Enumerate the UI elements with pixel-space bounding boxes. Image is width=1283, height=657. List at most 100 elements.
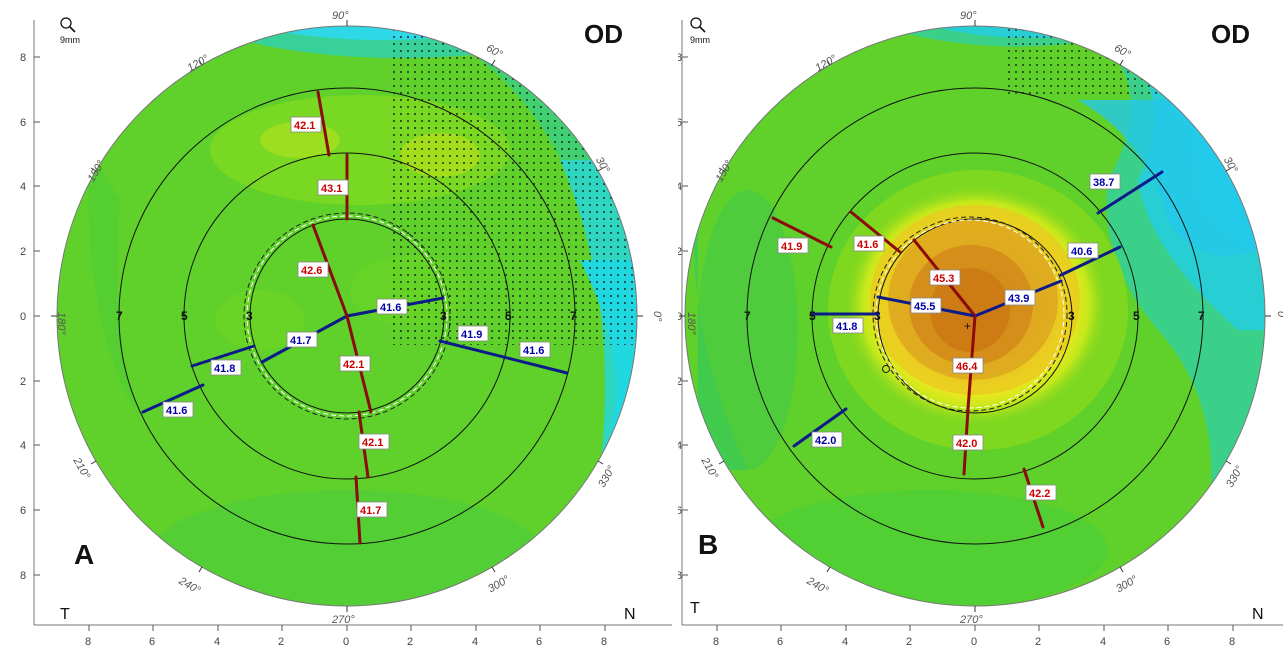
x-tick-label: 6 <box>536 636 542 648</box>
measurement-label: 41.7 <box>356 501 388 518</box>
measurement-label: 41.8 <box>832 317 864 334</box>
x-tick-label: 4 <box>1100 636 1106 648</box>
eye-label: OD <box>1211 19 1250 49</box>
measurement-label: 45.5 <box>910 297 942 314</box>
apex-marker-icon: + <box>964 319 971 333</box>
svg-text:42.6: 42.6 <box>301 265 322 277</box>
svg-text:41.7: 41.7 <box>290 335 311 347</box>
measurement-label: 42.1 <box>290 116 322 133</box>
measurement-label: 41.6 <box>853 235 885 252</box>
measurement-label: 42.0 <box>952 434 984 451</box>
pupil-center-icon <box>882 365 890 373</box>
y-tick-label: 4 <box>20 440 26 452</box>
svg-text:42.0: 42.0 <box>956 438 977 450</box>
x-tick-label: 0 <box>971 636 977 648</box>
zone-ring-7mm <box>746 87 1204 545</box>
y-tick-label: 4 <box>20 181 26 193</box>
measurement-label: 42.6 <box>297 261 329 278</box>
y-tick-label: 0 <box>678 311 682 323</box>
svg-text:38.7: 38.7 <box>1093 177 1114 189</box>
degree-label: 300° <box>486 573 512 595</box>
color-map-b <box>685 26 1265 606</box>
zone-ring-5mm <box>183 152 511 480</box>
x-tick-label: 8 <box>713 636 719 648</box>
panel-label: B <box>698 529 718 560</box>
eye-label: OD <box>584 19 623 49</box>
x-tick-label: 2 <box>1035 636 1041 648</box>
nasal-label: N <box>1252 606 1264 623</box>
x-tick-label: 0 <box>343 636 349 648</box>
topography-map-b: 8 6 4 2 0 2 4 6 8 8 6 4 2 0 2 4 6 8 <box>676 0 1283 657</box>
x-tick-label: 4 <box>842 636 848 648</box>
measurement-label: 42.1 <box>358 433 390 450</box>
measurement-label: 42.0 <box>811 431 843 448</box>
degree-label: 240° <box>176 575 203 598</box>
degree-label: 210° <box>698 455 721 482</box>
x-axis-ticks: 8 6 4 2 0 2 4 6 8 <box>85 625 607 648</box>
x-tick-label: 8 <box>601 636 607 648</box>
degree-label: 90° <box>960 10 977 22</box>
degree-label: 330° <box>596 463 618 489</box>
pupil-ring-inner <box>246 215 448 417</box>
measurement-label: 43.1 <box>317 179 349 196</box>
degree-label: 300° <box>1114 573 1140 595</box>
zone-ring-7mm <box>118 87 576 545</box>
y-tick-label: 8 <box>20 52 26 64</box>
y-tick-label: 2 <box>20 376 26 388</box>
magnifier-scale-label: 9mm <box>690 35 710 45</box>
zone-number: 5 <box>1133 309 1140 323</box>
x-tick-label: 4 <box>472 636 478 648</box>
y-tick-label: 8 <box>678 52 682 64</box>
measurement-label: 41.8 <box>210 359 242 376</box>
x-tick-label: 6 <box>777 636 783 648</box>
y-tick-label: 8 <box>20 570 26 582</box>
zone-number: 7 <box>570 309 577 323</box>
topography-map-a: 8 6 4 2 0 2 4 6 8 8 6 4 2 0 2 4 6 8 <box>20 10 672 648</box>
color-map-a <box>57 26 637 606</box>
y-tick-label: 2 <box>20 246 26 258</box>
svg-text:45.3: 45.3 <box>933 273 954 285</box>
measurement-label: 41.6 <box>519 341 551 358</box>
zone-ring-3mm <box>877 218 1073 414</box>
temporal-label: T <box>60 606 70 623</box>
y-axis-ticks: 8 6 4 2 0 2 4 6 8 <box>676 52 688 582</box>
magnifier-scale-label: 9mm <box>60 35 80 45</box>
zone-number: 3 <box>246 309 253 323</box>
pupil-ring-inner <box>875 219 1065 409</box>
x-tick-label: 2 <box>278 636 284 648</box>
y-axis-ticks: 8 6 4 2 0 2 4 6 8 <box>20 52 40 582</box>
y-tick-label: 6 <box>678 505 682 517</box>
zone-number: 3 <box>1068 309 1075 323</box>
x-tick-label: 8 <box>85 636 91 648</box>
svg-text:42.0: 42.0 <box>815 435 836 447</box>
y-tick-label: 2 <box>678 246 682 258</box>
degree-label: 60° <box>1112 42 1133 61</box>
measurement-label: 41.6 <box>162 401 194 418</box>
map-b-svg: 8 6 4 2 0 2 4 6 8 8 6 4 2 0 2 4 6 8 <box>676 10 1283 648</box>
y-tick-label: 2 <box>678 376 682 388</box>
magnifier-icon[interactable] <box>60 17 76 33</box>
zone-number: 5 <box>181 309 188 323</box>
map-a-svg: 8 6 4 2 0 2 4 6 8 8 6 4 2 0 2 4 6 8 <box>20 10 672 648</box>
degree-label: 270° <box>959 614 983 626</box>
degree-label: 90° <box>332 10 349 22</box>
svg-text:42.1: 42.1 <box>294 120 315 132</box>
svg-text:41.6: 41.6 <box>857 239 878 251</box>
y-tick-label: 6 <box>20 117 26 129</box>
x-tick-label: 6 <box>149 636 155 648</box>
svg-text:41.8: 41.8 <box>836 321 857 333</box>
temporal-label: T <box>690 600 700 617</box>
zone-number: 5 <box>505 309 512 323</box>
measurement-label: 41.6 <box>376 298 408 315</box>
degree-label: 240° <box>804 575 831 598</box>
zone-number: 7 <box>1198 309 1205 323</box>
svg-text:41.9: 41.9 <box>461 329 482 341</box>
measurement-label: 41.9 <box>777 237 809 254</box>
degree-label: 180° <box>55 312 67 335</box>
svg-text:43.9: 43.9 <box>1008 293 1029 305</box>
svg-text:45.5: 45.5 <box>914 301 935 313</box>
measurement-label: 42.2 <box>1025 484 1057 501</box>
svg-text:41.6: 41.6 <box>166 405 187 417</box>
svg-text:41.7: 41.7 <box>360 505 381 517</box>
magnifier-icon[interactable] <box>690 17 706 33</box>
